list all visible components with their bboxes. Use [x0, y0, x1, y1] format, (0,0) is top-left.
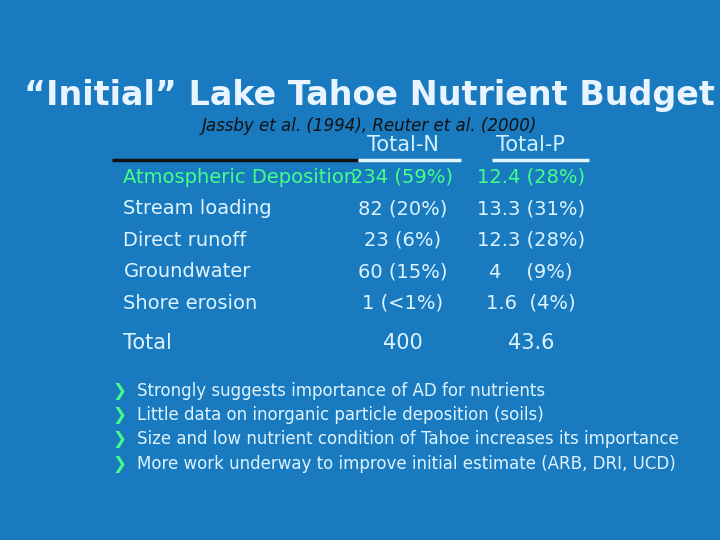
Text: ❯: ❯: [112, 382, 126, 400]
Text: 13.3 (31%): 13.3 (31%): [477, 199, 585, 218]
Text: 1.6  (4%): 1.6 (4%): [486, 294, 575, 313]
Text: 400: 400: [382, 333, 423, 353]
Text: “Initial” Lake Tahoe Nutrient Budget: “Initial” Lake Tahoe Nutrient Budget: [24, 79, 714, 112]
Text: 23 (6%): 23 (6%): [364, 231, 441, 250]
Text: Strongly suggests importance of AD for nutrients: Strongly suggests importance of AD for n…: [138, 382, 546, 400]
Text: 82 (20%): 82 (20%): [358, 199, 447, 218]
Text: Groundwater: Groundwater: [124, 262, 251, 281]
Text: 234 (59%): 234 (59%): [351, 167, 454, 186]
Text: Direct runoff: Direct runoff: [124, 231, 247, 250]
Text: 60 (15%): 60 (15%): [358, 262, 447, 281]
Text: 4    (9%): 4 (9%): [489, 262, 572, 281]
Text: ❯: ❯: [112, 455, 126, 472]
Text: Atmospheric Deposition: Atmospheric Deposition: [124, 167, 356, 186]
Text: Size and low nutrient condition of Tahoe increases its importance: Size and low nutrient condition of Tahoe…: [138, 430, 679, 448]
Text: ❯: ❯: [112, 406, 126, 424]
Text: 1 (<1%): 1 (<1%): [362, 294, 443, 313]
Text: Jassby et al. (1994), Reuter et al. (2000): Jassby et al. (1994), Reuter et al. (200…: [202, 117, 536, 135]
Text: 43.6: 43.6: [508, 333, 554, 353]
Text: Total: Total: [124, 333, 172, 353]
Text: 12.4 (28%): 12.4 (28%): [477, 167, 585, 186]
Text: Stream loading: Stream loading: [124, 199, 272, 218]
Text: ❯: ❯: [112, 430, 126, 448]
Text: 12.3 (28%): 12.3 (28%): [477, 231, 585, 250]
Text: Shore erosion: Shore erosion: [124, 294, 258, 313]
Text: More work underway to improve initial estimate (ARB, DRI, UCD): More work underway to improve initial es…: [138, 455, 676, 472]
Text: Total-P: Total-P: [496, 136, 565, 156]
Text: Little data on inorganic particle deposition (soils): Little data on inorganic particle deposi…: [138, 406, 544, 424]
Text: Total-N: Total-N: [366, 136, 438, 156]
